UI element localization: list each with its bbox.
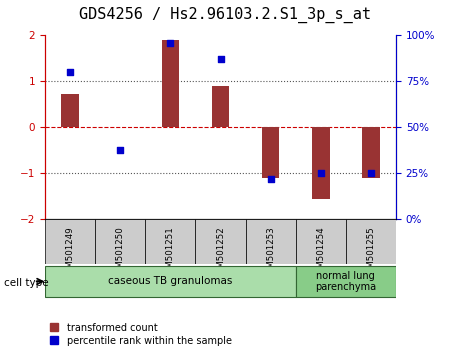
Point xyxy=(217,57,224,62)
Point xyxy=(167,40,174,46)
Point xyxy=(117,147,124,152)
Text: caseous TB granulomas: caseous TB granulomas xyxy=(108,276,233,286)
Point xyxy=(367,171,374,176)
FancyBboxPatch shape xyxy=(145,219,195,264)
FancyBboxPatch shape xyxy=(45,266,296,297)
FancyBboxPatch shape xyxy=(45,219,95,264)
Legend: transformed count, percentile rank within the sample: transformed count, percentile rank withi… xyxy=(50,323,232,346)
Text: normal lung
parenchyma: normal lung parenchyma xyxy=(315,270,376,292)
Bar xyxy=(112,126,129,127)
FancyBboxPatch shape xyxy=(95,219,145,264)
Text: GSM501255: GSM501255 xyxy=(366,226,375,279)
Bar xyxy=(362,127,380,178)
Bar xyxy=(162,40,179,127)
Text: GSM501250: GSM501250 xyxy=(116,226,125,279)
Point xyxy=(317,171,324,176)
FancyBboxPatch shape xyxy=(246,219,296,264)
Text: GSM501251: GSM501251 xyxy=(166,226,175,279)
Bar xyxy=(262,127,279,178)
Bar xyxy=(212,86,230,127)
Text: GDS4256 / Hs2.96103.2.S1_3p_s_at: GDS4256 / Hs2.96103.2.S1_3p_s_at xyxy=(79,7,371,23)
Text: GSM501253: GSM501253 xyxy=(266,226,275,279)
FancyBboxPatch shape xyxy=(296,266,396,297)
Bar xyxy=(61,94,79,127)
Bar xyxy=(312,127,329,199)
FancyBboxPatch shape xyxy=(346,219,396,264)
FancyBboxPatch shape xyxy=(195,219,246,264)
Point xyxy=(267,176,274,182)
Text: cell type: cell type xyxy=(4,278,49,288)
FancyBboxPatch shape xyxy=(296,219,346,264)
Text: GSM501252: GSM501252 xyxy=(216,226,225,279)
Point xyxy=(67,69,74,75)
Text: GSM501254: GSM501254 xyxy=(316,226,325,279)
Text: GSM501249: GSM501249 xyxy=(66,226,75,279)
